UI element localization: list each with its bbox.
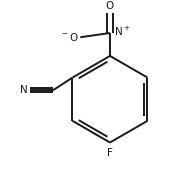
Text: F: F: [107, 148, 113, 158]
Text: N: N: [20, 85, 27, 95]
Text: O: O: [106, 1, 114, 11]
Text: $^-$O: $^-$O: [60, 31, 78, 43]
Text: N$^+$: N$^+$: [114, 25, 130, 38]
